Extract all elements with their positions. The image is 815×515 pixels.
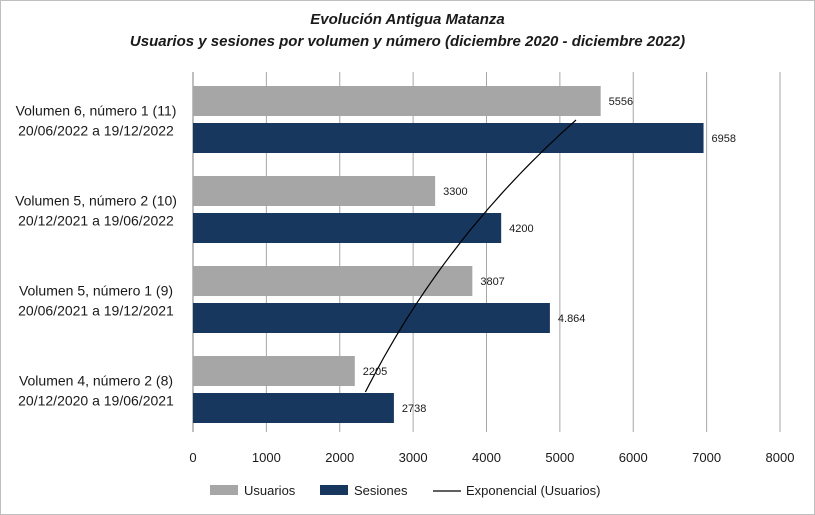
bar-sesiones bbox=[193, 303, 550, 333]
category-period-label: 20/06/2021 a 19/12/2021 bbox=[18, 303, 174, 319]
data-label: 3300 bbox=[443, 186, 467, 198]
x-tick-label: 2000 bbox=[325, 450, 354, 465]
data-label: 2738 bbox=[402, 403, 426, 415]
data-label: 5556 bbox=[609, 96, 633, 108]
category-label: Volumen 6, número 1 (11) bbox=[16, 103, 177, 119]
category-period-label: 20/12/2021 a 19/06/2022 bbox=[18, 213, 174, 229]
category-period-label: 20/12/2020 a 19/06/2021 bbox=[18, 393, 174, 409]
category-period-label: 20/06/2022 a 19/12/2022 bbox=[18, 123, 174, 139]
chart-title: Evolución Antigua Matanza bbox=[310, 11, 505, 28]
data-label: 3807 bbox=[480, 276, 504, 288]
x-tick-label: 0 bbox=[189, 450, 196, 465]
trendline-exponential bbox=[364, 119, 577, 393]
data-label: 4.864 bbox=[558, 313, 586, 325]
category-label: Volumen 4, número 2 (8) bbox=[19, 373, 173, 389]
legend-label-trendline: Exponencial (Usuarios) bbox=[466, 483, 600, 498]
legend-label-usuarios: Usuarios bbox=[244, 483, 296, 498]
x-tick-label: 3000 bbox=[399, 450, 428, 465]
data-label: 6958 bbox=[712, 133, 736, 145]
bar-usuarios bbox=[193, 176, 436, 206]
data-label: 2205 bbox=[363, 366, 387, 378]
x-tick-label: 4000 bbox=[472, 450, 501, 465]
legend-swatch-sesiones bbox=[320, 485, 348, 495]
x-tick-label: 6000 bbox=[619, 450, 648, 465]
bar-usuarios bbox=[193, 86, 601, 116]
bar-sesiones bbox=[193, 213, 502, 243]
chart-subtitle: Usuarios y sesiones por volumen y número… bbox=[129, 33, 686, 50]
category-label: Volumen 5, número 1 (9) bbox=[19, 283, 173, 299]
bar-usuarios bbox=[193, 356, 355, 386]
data-label: 4200 bbox=[509, 223, 533, 235]
bar-sesiones bbox=[193, 393, 394, 423]
legend-label-sesiones: Sesiones bbox=[354, 483, 408, 498]
legend-swatch-usuarios bbox=[210, 485, 238, 495]
x-tick-label: 7000 bbox=[692, 450, 721, 465]
x-tick-label: 8000 bbox=[766, 450, 795, 465]
bar-usuarios bbox=[193, 266, 473, 296]
x-tick-label: 5000 bbox=[545, 450, 574, 465]
x-tick-label: 1000 bbox=[252, 450, 281, 465]
bar-sesiones bbox=[193, 123, 704, 153]
category-label: Volumen 5, número 2 (10) bbox=[15, 193, 177, 209]
